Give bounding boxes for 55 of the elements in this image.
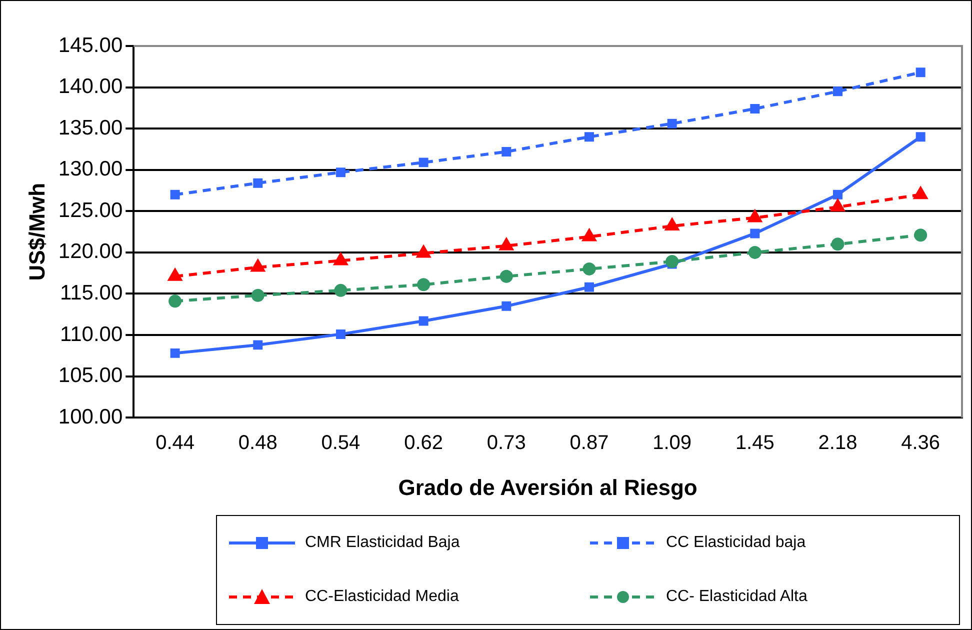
point xyxy=(418,316,428,326)
point xyxy=(666,255,679,268)
point xyxy=(336,329,346,339)
point xyxy=(418,158,428,168)
point xyxy=(168,294,182,308)
legend-label: CC-Elasticidad Media xyxy=(305,588,459,606)
x-tick-label: 0.73 xyxy=(486,432,526,454)
point xyxy=(170,348,180,358)
legend-label: CC- Elasticidad Alta xyxy=(666,588,808,606)
point xyxy=(502,301,512,311)
point xyxy=(584,282,594,292)
point xyxy=(750,228,760,238)
point xyxy=(833,190,842,200)
x-tick-label: 0.48 xyxy=(238,432,278,454)
y-axis-title: US$/Mwh xyxy=(24,182,50,281)
point xyxy=(336,168,346,178)
x-tick-label: 0.54 xyxy=(321,432,360,454)
x-tick-label: 1.45 xyxy=(735,432,774,454)
point xyxy=(916,68,926,78)
point xyxy=(251,288,264,302)
y-tick-label: 130.00 xyxy=(58,158,123,181)
y-tick-label: 125.00 xyxy=(58,198,123,222)
x-tick-label: 2.18 xyxy=(818,432,858,454)
point xyxy=(750,104,760,114)
legend-label: CC Elasticidad baja xyxy=(666,534,806,552)
point xyxy=(170,190,180,200)
point xyxy=(748,246,762,259)
x-tick-label: 1.09 xyxy=(652,432,692,454)
y-tick-label: 140.00 xyxy=(58,75,123,98)
y-tick-label: 145.00 xyxy=(58,34,123,57)
point xyxy=(417,278,430,292)
x-axis-title: Grado de Aversión al Riesgo xyxy=(398,474,698,500)
y-tick-label: 115.00 xyxy=(60,282,123,305)
y-tick-label: 135.00 xyxy=(58,116,123,140)
point xyxy=(833,86,842,96)
point xyxy=(584,132,594,142)
x-tick-label: 0.44 xyxy=(156,432,195,454)
y-tick-label: 120.00 xyxy=(58,240,123,264)
point xyxy=(253,178,263,188)
point xyxy=(502,146,512,156)
point xyxy=(334,284,348,297)
point xyxy=(667,118,677,128)
x-tick-label: 4.36 xyxy=(901,432,940,454)
y-tick-label: 105.00 xyxy=(58,364,123,388)
x-tick-label: 0.62 xyxy=(404,432,444,454)
y-tick-label: 110.00 xyxy=(60,322,123,346)
x-tick-label: 0.87 xyxy=(570,432,609,454)
point xyxy=(500,270,513,283)
point xyxy=(916,132,926,142)
point xyxy=(831,238,844,251)
y-tick-label: 100.00 xyxy=(58,405,123,428)
point xyxy=(914,228,928,242)
legend-label: CMR Elasticidad Baja xyxy=(305,534,460,552)
point xyxy=(582,262,596,276)
point xyxy=(253,340,263,350)
